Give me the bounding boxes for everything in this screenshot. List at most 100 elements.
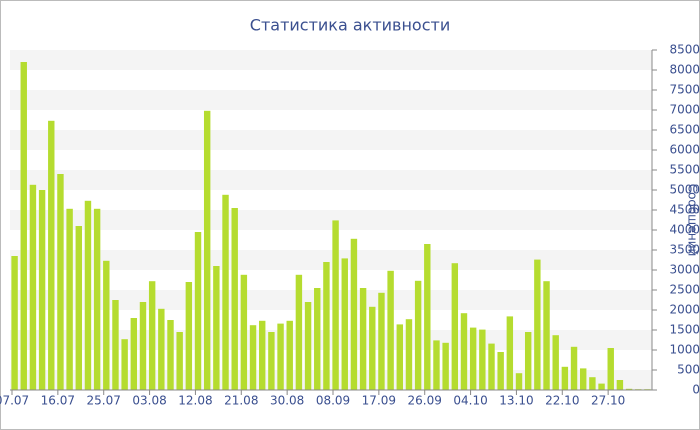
bar xyxy=(616,380,624,390)
y-tick-label: 6000 xyxy=(669,143,700,157)
x-tick-label: 17.09 xyxy=(362,394,396,408)
bar xyxy=(598,383,605,390)
bar xyxy=(148,281,156,390)
y-tick-label: 1000 xyxy=(669,343,700,357)
bar xyxy=(451,263,459,390)
y-tick-label: 4000 xyxy=(669,223,700,237)
bar xyxy=(570,346,578,390)
x-tick-label: 26.09 xyxy=(408,394,442,408)
x-tick-label: 27.10 xyxy=(591,394,625,408)
x-tick-label: 16.07 xyxy=(41,394,75,408)
bar xyxy=(369,306,376,390)
bar xyxy=(543,281,550,390)
bar xyxy=(277,323,284,390)
x-tick-label: 03.08 xyxy=(132,394,166,408)
bar xyxy=(194,232,202,390)
bar xyxy=(103,260,110,390)
bar xyxy=(460,313,468,390)
bar xyxy=(625,388,633,390)
y-tick-label: 7000 xyxy=(669,103,700,117)
bar xyxy=(524,332,532,390)
x-tick-label: 22.10 xyxy=(545,394,579,408)
bar xyxy=(497,352,504,390)
bar xyxy=(48,120,55,391)
y-tick-label: 8000 xyxy=(669,63,700,77)
y-tick-label: 2000 xyxy=(669,303,700,317)
x-tick-label: 13.10 xyxy=(499,394,533,408)
grid-band xyxy=(10,250,652,270)
x-tick-label: 12.08 xyxy=(178,394,212,408)
y-tick-label: 3500 xyxy=(669,243,700,257)
grid-band xyxy=(10,130,652,150)
x-tick-label: 04.10 xyxy=(453,394,487,408)
bar xyxy=(139,302,147,390)
bar xyxy=(259,320,266,390)
bar xyxy=(203,110,211,391)
bar xyxy=(66,208,73,390)
bar xyxy=(506,316,514,390)
bar xyxy=(304,302,312,390)
bar xyxy=(38,190,46,390)
bar xyxy=(29,184,37,390)
bar xyxy=(185,282,193,390)
bar xyxy=(433,340,440,390)
grid-band xyxy=(10,90,652,110)
chart-title: Статистика активности xyxy=(250,16,450,35)
y-tick-label: 0 xyxy=(692,383,700,397)
x-tick-label: 30.08 xyxy=(270,394,304,408)
bar xyxy=(57,174,64,390)
bar xyxy=(589,377,596,390)
bar xyxy=(424,244,431,390)
bar xyxy=(295,274,303,390)
x-tick-label: 07.07 xyxy=(0,394,29,408)
bar xyxy=(414,280,422,390)
bar xyxy=(249,325,257,390)
bar xyxy=(176,332,183,390)
bar xyxy=(323,262,330,390)
bar xyxy=(231,208,238,390)
bar xyxy=(378,292,385,390)
y-tick-label: 8500 xyxy=(669,43,700,57)
grid-band xyxy=(10,50,652,70)
grid-band xyxy=(10,170,652,190)
bar xyxy=(387,270,394,390)
bar xyxy=(442,342,449,390)
bar xyxy=(359,288,367,390)
bar xyxy=(167,320,174,390)
bar xyxy=(268,332,275,390)
bar xyxy=(552,335,559,390)
x-tick-label: 08.09 xyxy=(316,394,350,408)
bar xyxy=(515,373,523,390)
y-axis-label: Сообщений xyxy=(686,184,700,257)
bar xyxy=(213,266,220,390)
bar xyxy=(130,318,138,390)
bar xyxy=(20,62,27,390)
y-tick-label: 7500 xyxy=(669,83,700,97)
bar xyxy=(469,327,477,390)
y-tick-label: 500 xyxy=(677,363,700,377)
bar xyxy=(607,348,614,390)
bar xyxy=(488,343,495,390)
y-tick-label: 6500 xyxy=(669,123,700,137)
bar xyxy=(240,274,248,390)
bar xyxy=(84,200,92,390)
bar xyxy=(112,300,119,390)
x-tick-label: 25.07 xyxy=(87,394,121,408)
y-tick-label: 5000 xyxy=(669,183,700,197)
bar xyxy=(580,368,587,390)
bar xyxy=(479,329,486,390)
y-tick-label: 3000 xyxy=(669,263,700,277)
grid-band xyxy=(10,210,652,230)
y-tick-label: 1500 xyxy=(669,323,700,337)
grid-band xyxy=(10,290,652,310)
bar xyxy=(350,238,358,390)
y-tick-label: 4500 xyxy=(669,203,700,217)
x-tick-label: 21.08 xyxy=(224,394,258,408)
bar xyxy=(286,320,293,390)
y-tick-label: 2500 xyxy=(669,283,700,297)
bar xyxy=(341,258,348,390)
bar xyxy=(11,256,18,390)
bar xyxy=(75,226,82,390)
